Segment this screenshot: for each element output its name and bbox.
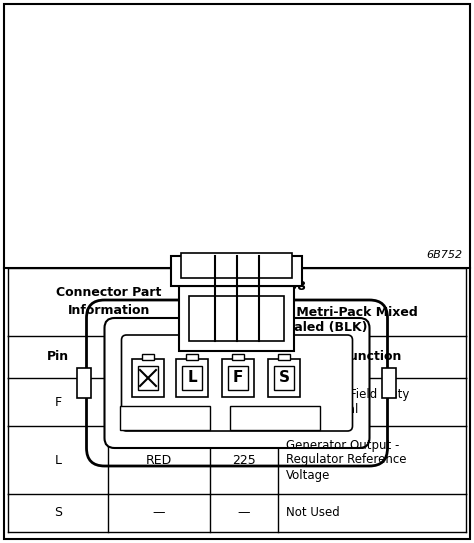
Bar xyxy=(176,359,208,397)
Bar xyxy=(172,256,302,286)
Bar xyxy=(228,366,248,390)
Text: L: L xyxy=(55,453,62,466)
Bar xyxy=(232,354,244,360)
Text: GRY: GRY xyxy=(146,395,172,408)
Text: S: S xyxy=(54,507,62,520)
Bar xyxy=(182,253,292,278)
Bar xyxy=(274,366,294,390)
Text: F: F xyxy=(233,370,243,386)
Text: Generator Field Duty
Cycle Signal: Generator Field Duty Cycle Signal xyxy=(286,388,410,416)
Bar xyxy=(268,359,300,397)
Bar xyxy=(78,368,91,398)
FancyBboxPatch shape xyxy=(121,335,353,431)
Text: Not Used: Not Used xyxy=(286,507,340,520)
Text: Wire Color: Wire Color xyxy=(122,350,196,363)
Text: —: — xyxy=(238,507,250,520)
Text: RED: RED xyxy=(146,453,172,466)
Text: Connector Part
Information: Connector Part Information xyxy=(56,287,162,318)
Text: S: S xyxy=(279,370,290,386)
Text: 23: 23 xyxy=(236,395,252,408)
Text: Circuit
No.: Circuit No. xyxy=(221,343,267,371)
Text: • 12124898: • 12124898 xyxy=(224,280,306,293)
Text: Generator Output -
Regulator Reference
Voltage: Generator Output - Regulator Reference V… xyxy=(286,439,407,482)
FancyBboxPatch shape xyxy=(104,318,370,448)
Bar xyxy=(222,359,254,397)
Bar xyxy=(278,354,290,360)
Bar xyxy=(142,354,154,360)
Bar xyxy=(383,368,396,398)
Text: • 4-Way F Metri-Pack Mixed
Series, Sealed (BLK): • 4-Way F Metri-Pack Mixed Series, Seale… xyxy=(224,306,418,334)
Bar xyxy=(190,296,284,341)
Bar xyxy=(182,366,202,390)
Text: F: F xyxy=(55,395,62,408)
Bar xyxy=(138,366,158,390)
Text: L: L xyxy=(187,370,197,386)
Text: Pin: Pin xyxy=(47,350,69,363)
Bar xyxy=(132,359,164,397)
Text: 225: 225 xyxy=(232,453,256,466)
Bar xyxy=(186,354,198,360)
Text: —: — xyxy=(153,507,165,520)
Bar xyxy=(230,406,320,430)
Text: Function: Function xyxy=(342,350,402,363)
Bar xyxy=(120,406,210,430)
Text: 6B752: 6B752 xyxy=(426,250,462,260)
Bar xyxy=(180,286,294,351)
FancyBboxPatch shape xyxy=(86,300,388,466)
